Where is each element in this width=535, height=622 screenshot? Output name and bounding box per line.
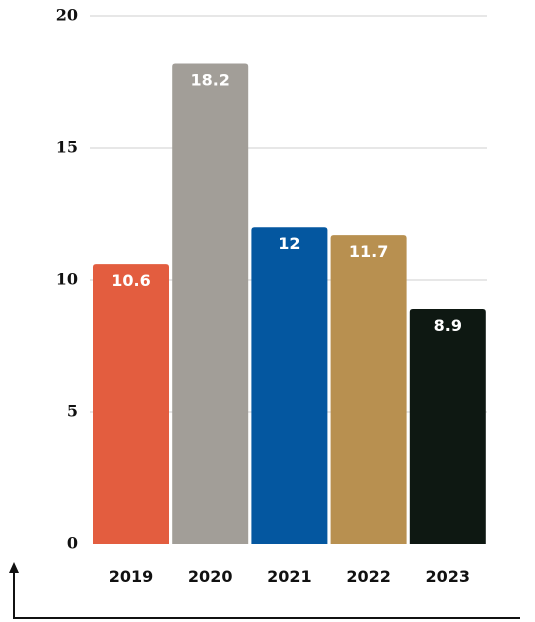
y-tick-label: 10 bbox=[56, 270, 78, 289]
axis-arrow-decoration bbox=[9, 562, 520, 619]
bar bbox=[251, 227, 328, 544]
data-label: 10.6 bbox=[111, 271, 150, 290]
data-label: 8.9 bbox=[434, 316, 462, 335]
y-tick-label: 5 bbox=[67, 402, 78, 421]
x-axis-ticks: 2019 2020 2021 2022 2023 bbox=[109, 567, 470, 586]
axis-arrow-head-icon bbox=[9, 562, 19, 573]
bar bbox=[330, 235, 407, 544]
y-tick-label: 0 bbox=[67, 534, 78, 553]
axis-arrow-line bbox=[13, 572, 520, 619]
x-tick-label: 2020 bbox=[188, 567, 233, 586]
x-tick-label: 2021 bbox=[267, 567, 312, 586]
y-tick-label: 15 bbox=[56, 138, 78, 157]
bar bbox=[409, 309, 486, 544]
data-labels: 10.6 18.2 12 11.7 8.9 bbox=[111, 71, 462, 336]
y-axis-ticks: 0 5 10 15 20 bbox=[56, 6, 78, 553]
bar bbox=[172, 63, 249, 545]
data-label: 12 bbox=[278, 234, 300, 253]
x-tick-label: 2022 bbox=[346, 567, 391, 586]
x-tick-label: 2023 bbox=[426, 567, 471, 586]
data-label: 11.7 bbox=[349, 242, 388, 261]
bar bbox=[93, 264, 169, 544]
y-tick-label: 20 bbox=[56, 6, 78, 25]
bars bbox=[93, 63, 486, 545]
x-tick-label: 2019 bbox=[109, 567, 154, 586]
data-label: 18.2 bbox=[190, 71, 229, 90]
